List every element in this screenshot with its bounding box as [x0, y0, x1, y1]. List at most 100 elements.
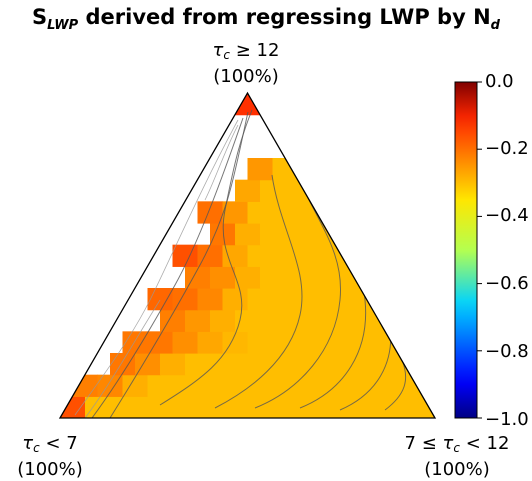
heatmap-cell — [272, 201, 299, 224]
heatmap-cell — [247, 331, 274, 354]
heatmap-cell — [172, 374, 199, 397]
heatmap-cell — [272, 158, 299, 181]
heatmap-cell — [247, 158, 274, 181]
heatmap-cell — [160, 396, 186, 418]
heatmap-cell — [322, 331, 349, 354]
heatmap-cell — [222, 374, 249, 397]
heatmap-cell — [160, 309, 186, 332]
heatmap-cell — [110, 353, 136, 376]
heatmap-cell — [285, 179, 311, 202]
contour-line — [84, 299, 161, 418]
heatmap-cell — [372, 331, 399, 354]
heatmap-cell — [297, 288, 324, 311]
heatmap-cell — [235, 396, 261, 418]
heatmap-cell — [235, 353, 261, 376]
heatmap-cell — [197, 374, 224, 397]
contour-line — [91, 117, 244, 418]
heatmap-cells — [60, 93, 435, 418]
colorbar-tick-label: 0.0 — [485, 71, 514, 92]
heatmap-cell — [310, 309, 336, 332]
heatmap-cell — [285, 309, 311, 332]
heatmap-cell — [185, 353, 211, 376]
heatmap-cell — [247, 374, 274, 397]
heatmap-cell — [285, 266, 311, 289]
heatmap-cell — [247, 288, 274, 311]
heatmap-cell — [210, 309, 236, 332]
heatmap-cell — [135, 353, 161, 376]
heatmap-cell — [210, 223, 236, 246]
heatmap-cell — [297, 244, 324, 267]
heatmap-cell — [172, 244, 199, 267]
heatmap-cell — [347, 331, 374, 354]
ternary-axes — [58, 91, 437, 419]
heatmap-cell — [260, 396, 286, 418]
heatmap-cell — [235, 93, 261, 116]
heatmap-cell — [197, 331, 224, 354]
heatmap-cell — [310, 266, 336, 289]
vertex-label-left: τc < 7 (100%) — [17, 433, 83, 480]
colorbar-tick-label: −0.6 — [485, 273, 529, 294]
heatmap-cell — [60, 396, 86, 418]
vertex-label-top: τc ≥ 12 (100%) — [212, 40, 280, 87]
heatmap-cell — [285, 353, 311, 376]
heatmap-cell — [310, 353, 336, 376]
heatmap-cell — [335, 353, 361, 376]
heatmap-cell — [285, 396, 311, 418]
heatmap-cell — [335, 396, 361, 418]
contour-line — [109, 111, 249, 418]
heatmap-cell — [322, 288, 349, 311]
colorbar-tick-label: −0.8 — [485, 341, 529, 362]
heatmap-cell — [360, 353, 386, 376]
heatmap-cell — [172, 331, 199, 354]
heatmap-cell — [185, 396, 211, 418]
heatmap-cell — [110, 396, 136, 418]
heatmap-cell — [260, 223, 286, 246]
contour-line — [204, 124, 239, 201]
contour-line — [74, 119, 239, 416]
heatmap-cell — [210, 396, 236, 418]
heatmap-cell — [410, 396, 435, 418]
contour-line — [214, 174, 303, 409]
heatmap-cell — [235, 266, 261, 289]
heatmap-cell — [172, 288, 199, 311]
heatmap-cell — [385, 396, 411, 418]
colorbar-tick-label: −0.2 — [485, 138, 529, 159]
heatmap-cell — [160, 353, 186, 376]
heatmap-cell — [272, 374, 299, 397]
heatmap-cell — [185, 266, 211, 289]
colorbar-tick-label: −1.0 — [485, 409, 529, 430]
heatmap-cell — [210, 353, 236, 376]
heatmap-cell — [235, 223, 261, 246]
heatmap-cell — [147, 288, 174, 311]
heatmap-cell — [222, 288, 249, 311]
heatmap-cell — [310, 396, 336, 418]
heatmap-cell — [297, 374, 324, 397]
heatmap-cell — [235, 179, 261, 202]
heatmap-cell — [222, 201, 249, 224]
heatmap-cell — [197, 288, 224, 311]
chart-title: SLWP derived from regressing LWP by Nd — [32, 5, 500, 34]
heatmap-cell — [247, 201, 274, 224]
heatmap-cell — [272, 244, 299, 267]
heatmap-cell — [135, 396, 161, 418]
heatmap-cell — [122, 374, 149, 397]
heatmap-cell — [147, 331, 174, 354]
vertex-label-right: 7 ≤ τc < 12 (100%) — [404, 433, 510, 480]
colorbar-tick-label: −0.4 — [485, 205, 529, 226]
heatmap-cell — [272, 288, 299, 311]
heatmap-cell — [222, 244, 249, 267]
heatmap-cell — [372, 374, 399, 397]
heatmap-cell — [260, 309, 286, 332]
heatmap-cell — [185, 309, 211, 332]
heatmap-cell — [222, 331, 249, 354]
heatmap-cell — [347, 288, 374, 311]
contour-line — [159, 109, 253, 406]
heatmap-cell — [272, 331, 299, 354]
heatmap-cell — [122, 331, 149, 354]
heatmap-cell — [285, 223, 311, 246]
heatmap-cell — [147, 374, 174, 397]
heatmap-cell — [210, 266, 236, 289]
heatmap-cell — [360, 396, 386, 418]
colorbar — [454, 81, 478, 419]
